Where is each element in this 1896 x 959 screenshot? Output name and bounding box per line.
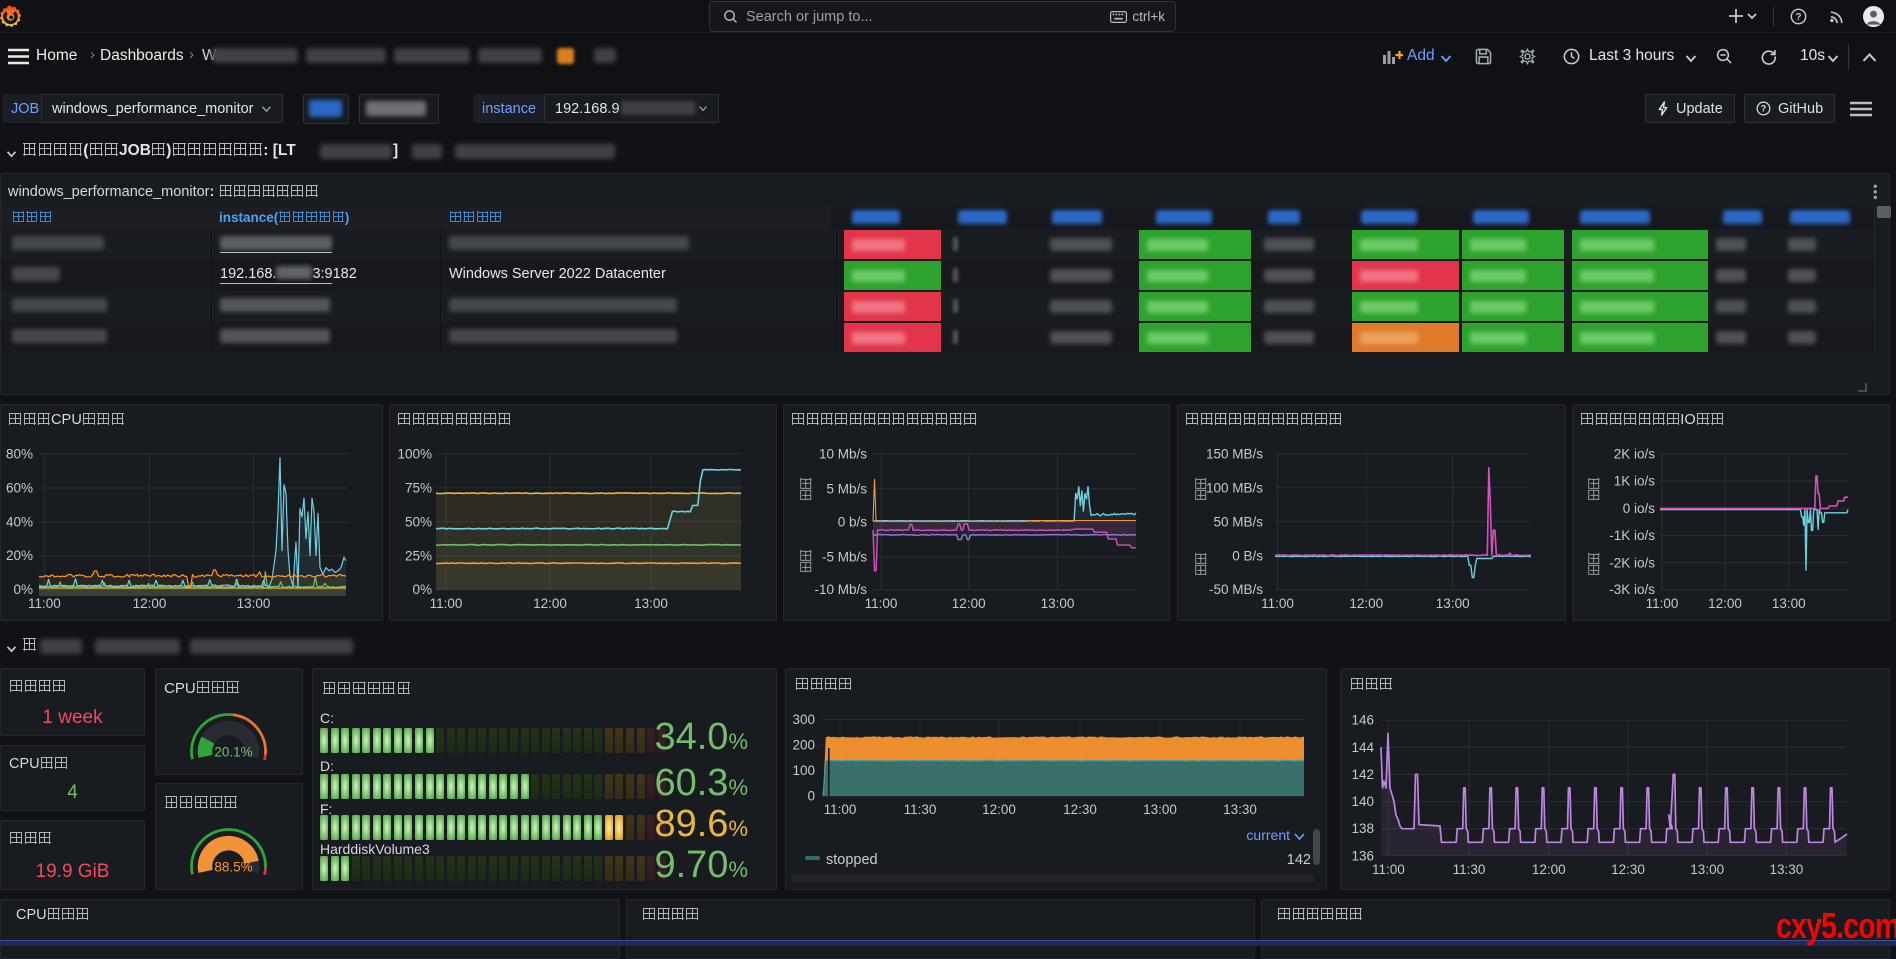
- svg-text:20%: 20%: [6, 548, 33, 563]
- svg-text:13:00: 13:00: [237, 596, 271, 611]
- svg-text:0%: 0%: [412, 582, 432, 597]
- svg-text:0 B/s: 0 B/s: [1232, 548, 1263, 563]
- svg-text:200: 200: [792, 738, 815, 753]
- svg-text:144: 144: [1351, 740, 1374, 755]
- svg-text:12:00: 12:00: [1532, 862, 1566, 877]
- svg-text:11:30: 11:30: [1453, 862, 1486, 877]
- svg-text:13:30: 13:30: [1223, 802, 1257, 817]
- svg-text:150 MB/s: 150 MB/s: [1206, 446, 1263, 461]
- svg-text:13:00: 13:00: [1436, 596, 1470, 611]
- svg-text:80%: 80%: [6, 447, 33, 462]
- svg-text:75%: 75%: [405, 480, 432, 495]
- svg-text:?: ?: [1795, 12, 1801, 23]
- svg-text:88.5%: 88.5%: [214, 860, 252, 875]
- svg-text:1K io/s: 1K io/s: [1614, 474, 1656, 489]
- svg-text:13:00: 13:00: [634, 596, 668, 611]
- svg-text:50 MB/s: 50 MB/s: [1213, 514, 1263, 529]
- svg-text:-1K io/s: -1K io/s: [1609, 528, 1655, 543]
- svg-text:100: 100: [792, 763, 815, 778]
- svg-text:11:00: 11:00: [430, 596, 463, 611]
- svg-text:-5 Mb/s: -5 Mb/s: [822, 550, 867, 565]
- svg-text:25%: 25%: [405, 548, 432, 563]
- svg-text:11:00: 11:00: [1646, 596, 1679, 611]
- svg-text:stopped: stopped: [826, 852, 878, 868]
- svg-text:-10 Mb/s: -10 Mb/s: [814, 582, 867, 597]
- svg-text:11:00: 11:00: [1261, 596, 1294, 611]
- svg-text:138: 138: [1351, 821, 1374, 836]
- svg-text:0 b/s: 0 b/s: [838, 515, 868, 530]
- svg-text:11:00: 11:00: [28, 596, 61, 611]
- svg-text:13:00: 13:00: [1143, 802, 1177, 817]
- svg-text:136: 136: [1351, 848, 1374, 863]
- svg-text:13:00: 13:00: [1690, 862, 1724, 877]
- svg-text:12:00: 12:00: [982, 802, 1016, 817]
- svg-text:5 Mb/s: 5 Mb/s: [826, 481, 867, 496]
- svg-text:-2K io/s: -2K io/s: [1609, 555, 1655, 570]
- svg-text:12:00: 12:00: [952, 596, 986, 611]
- svg-text:13:00: 13:00: [1772, 596, 1806, 611]
- svg-text:-3K io/s: -3K io/s: [1609, 582, 1655, 597]
- svg-text:146: 146: [1351, 713, 1374, 728]
- svg-text:11:00: 11:00: [865, 596, 898, 611]
- svg-text:20.1%: 20.1%: [214, 745, 252, 760]
- svg-text:13:30: 13:30: [1770, 862, 1804, 877]
- svg-text:2K io/s: 2K io/s: [1614, 446, 1656, 461]
- svg-text:140: 140: [1351, 794, 1374, 809]
- svg-text:?: ?: [1761, 104, 1766, 114]
- svg-text:12:00: 12:00: [1708, 596, 1742, 611]
- svg-text:60%: 60%: [6, 481, 33, 496]
- svg-text:12:00: 12:00: [533, 596, 567, 611]
- svg-text:40%: 40%: [6, 515, 33, 530]
- svg-text:100%: 100%: [397, 446, 432, 461]
- svg-text:12:30: 12:30: [1611, 862, 1645, 877]
- svg-text:0: 0: [807, 789, 815, 804]
- svg-text:11:30: 11:30: [904, 802, 937, 817]
- svg-text:0 io/s: 0 io/s: [1623, 501, 1656, 516]
- svg-text:11:00: 11:00: [824, 802, 857, 817]
- svg-text:142: 142: [1351, 767, 1374, 782]
- svg-text:11:00: 11:00: [1372, 862, 1405, 877]
- svg-text:10 Mb/s: 10 Mb/s: [819, 446, 867, 461]
- svg-text:12:00: 12:00: [1349, 596, 1383, 611]
- svg-text:300: 300: [792, 712, 815, 727]
- svg-text:0%: 0%: [13, 582, 33, 597]
- svg-text:100 MB/s: 100 MB/s: [1206, 480, 1263, 495]
- svg-text:current: current: [1246, 827, 1290, 843]
- svg-text:50%: 50%: [405, 514, 432, 529]
- svg-text:12:30: 12:30: [1063, 802, 1097, 817]
- svg-text:13:00: 13:00: [1041, 596, 1075, 611]
- svg-text:-50 MB/s: -50 MB/s: [1209, 582, 1263, 597]
- svg-text:142: 142: [1287, 852, 1311, 868]
- svg-text:12:00: 12:00: [133, 596, 167, 611]
